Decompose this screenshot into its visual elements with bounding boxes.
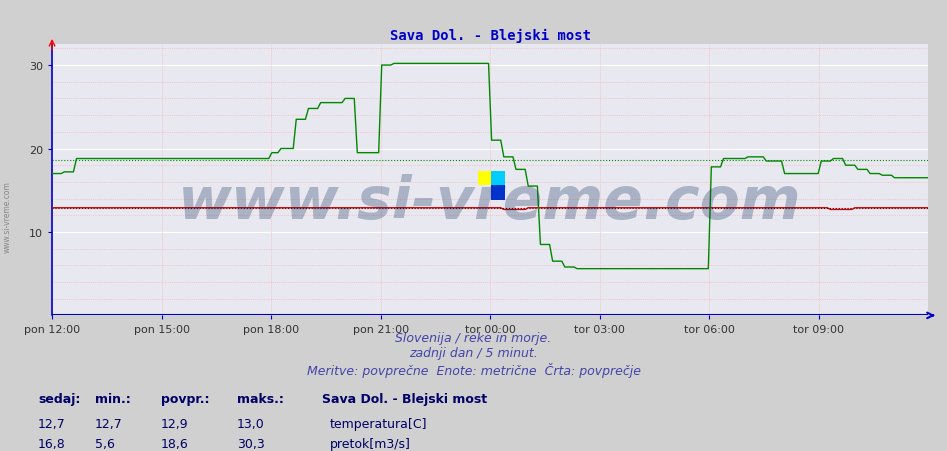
Text: min.:: min.: bbox=[95, 392, 131, 405]
Text: 16,8: 16,8 bbox=[38, 437, 65, 450]
Text: pretok[m3/s]: pretok[m3/s] bbox=[330, 437, 410, 450]
Text: povpr.:: povpr.: bbox=[161, 392, 209, 405]
Text: sedaj:: sedaj: bbox=[38, 392, 80, 405]
Text: temperatura[C]: temperatura[C] bbox=[330, 417, 427, 430]
Title: Sava Dol. - Blejski most: Sava Dol. - Blejski most bbox=[389, 28, 591, 42]
Text: 18,6: 18,6 bbox=[161, 437, 188, 450]
Text: Slovenija / reke in morje.: Slovenija / reke in morje. bbox=[396, 331, 551, 345]
Text: 12,7: 12,7 bbox=[95, 417, 122, 430]
Bar bbox=[478, 171, 491, 186]
Text: 13,0: 13,0 bbox=[237, 417, 264, 430]
Text: 12,7: 12,7 bbox=[38, 417, 65, 430]
Text: maks.:: maks.: bbox=[237, 392, 283, 405]
Text: 5,6: 5,6 bbox=[95, 437, 115, 450]
Text: www.si-vreme.com: www.si-vreme.com bbox=[3, 180, 12, 253]
Text: 30,3: 30,3 bbox=[237, 437, 264, 450]
Text: Sava Dol. - Blejski most: Sava Dol. - Blejski most bbox=[322, 392, 487, 405]
Text: 12,9: 12,9 bbox=[161, 417, 188, 430]
Bar bbox=[491, 186, 505, 201]
Bar bbox=[491, 171, 505, 186]
Text: www.si-vreme.com: www.si-vreme.com bbox=[178, 174, 802, 230]
Text: zadnji dan / 5 minut.: zadnji dan / 5 minut. bbox=[409, 346, 538, 359]
Text: Meritve: povprečne  Enote: metrične  Črta: povprečje: Meritve: povprečne Enote: metrične Črta:… bbox=[307, 362, 640, 377]
